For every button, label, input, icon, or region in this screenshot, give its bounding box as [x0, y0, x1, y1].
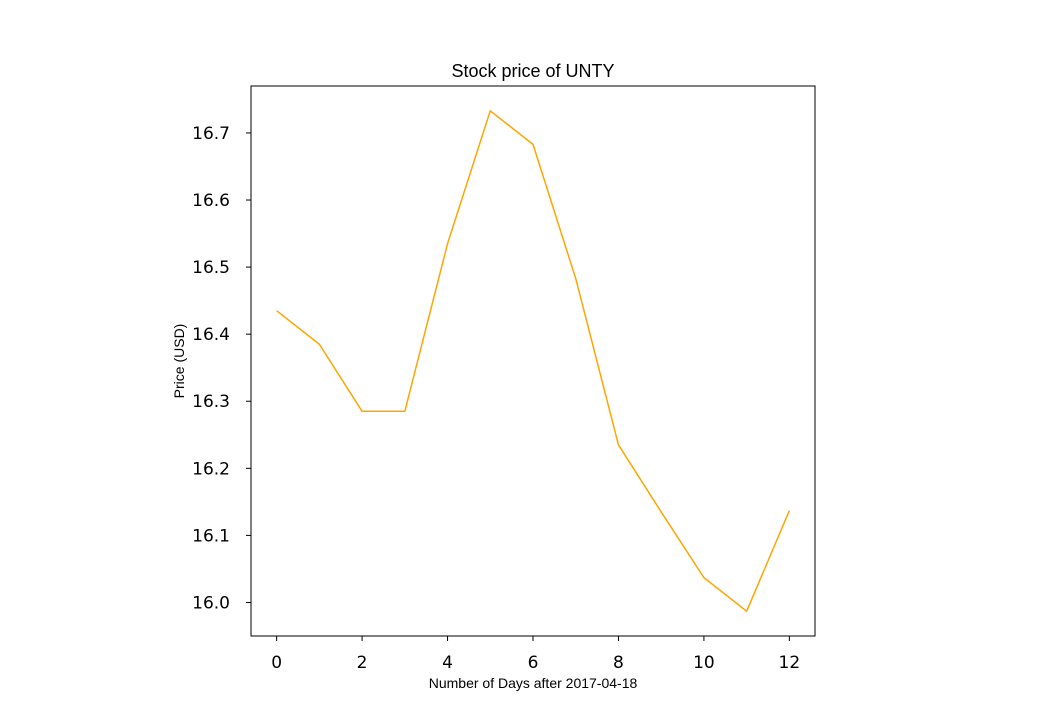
- y-tick-label: 16.6: [192, 191, 230, 211]
- x-tick-label: 12: [779, 653, 801, 673]
- y-tick-label: 16.5: [192, 258, 230, 278]
- x-tick-label: 2: [357, 653, 368, 673]
- y-tick-label: 16.3: [192, 392, 230, 412]
- x-tick-label: 4: [442, 653, 453, 673]
- y-axis-label: Price (USD): [171, 324, 187, 399]
- plot-area: [276, 110, 791, 612]
- x-tick-label: 6: [528, 653, 539, 673]
- x-tick-label: 0: [271, 653, 282, 673]
- y-tick-label: 16.1: [192, 526, 230, 546]
- chart-title: Stock price of UNTY: [451, 61, 614, 81]
- y-tick-label: 16.2: [192, 459, 230, 479]
- x-tick-label: 8: [613, 653, 624, 673]
- y-axis: 16.0 16.1 16.2 16.3 16.4 16.5 16.6 16.7: [192, 124, 251, 613]
- y-tick-label: 16.4: [192, 325, 230, 345]
- x-tick-label: 10: [693, 653, 715, 673]
- x-axis: 0 2 4 6 8 10 12: [271, 636, 800, 673]
- y-tick-label: 16.0: [192, 593, 230, 613]
- y-tick-label: 16.7: [192, 124, 230, 144]
- series-line: [276, 110, 791, 612]
- x-axis-label: Number of Days after 2017-04-18: [429, 675, 638, 691]
- plot-frame: [250, 85, 816, 637]
